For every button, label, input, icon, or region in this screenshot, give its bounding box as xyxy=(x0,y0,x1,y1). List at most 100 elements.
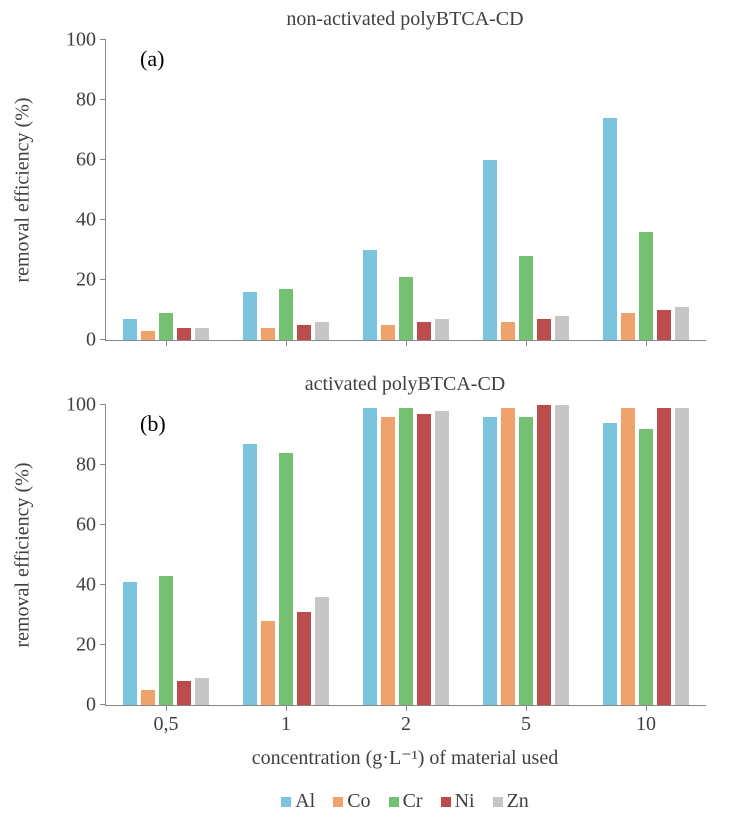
bar-Cr xyxy=(519,256,533,340)
y-tick-mark xyxy=(100,219,106,220)
legend-swatch-Ni xyxy=(441,797,451,807)
bar-Ni xyxy=(177,681,191,705)
panel_b-title: activated polyBTCA-CD xyxy=(105,373,705,396)
bar-Cr xyxy=(399,277,413,340)
panel_a-plot-area: 020406080100 xyxy=(105,40,706,341)
y-tick-label: 20 xyxy=(76,634,106,657)
legend-label: Zn xyxy=(507,790,529,813)
bar-Cr xyxy=(279,453,293,705)
x-tick-label: 2 xyxy=(401,713,411,736)
y-tick-mark xyxy=(100,704,106,705)
panel_b-plot-area: 0204060801000,512510 xyxy=(105,405,706,706)
x-axis-label: concentration (g·L⁻¹) of material used xyxy=(105,745,705,770)
bar-Ni xyxy=(177,328,191,340)
y-tick-mark xyxy=(100,404,106,405)
y-tick-label: 0 xyxy=(86,694,106,717)
bar-Al xyxy=(123,582,137,705)
bar-Zn xyxy=(435,411,449,705)
x-tick-mark xyxy=(286,340,287,346)
bar-Zn xyxy=(435,319,449,340)
legend-label: Co xyxy=(347,790,370,813)
bar-Zn xyxy=(195,328,209,340)
bar-Al xyxy=(603,118,617,340)
bar-Co xyxy=(141,331,155,340)
bar-Ni xyxy=(297,612,311,705)
bar-Co xyxy=(141,690,155,705)
bar-Al xyxy=(243,444,257,705)
x-tick-mark xyxy=(406,340,407,346)
bar-Co xyxy=(621,313,635,340)
bar-Zn xyxy=(675,408,689,705)
legend-item-Cr: Cr xyxy=(389,790,423,813)
bar-Ni xyxy=(657,408,671,705)
y-tick-label: 20 xyxy=(76,269,106,292)
y-tick-label: 40 xyxy=(76,209,106,232)
bar-Zn xyxy=(315,322,329,340)
bar-Zn xyxy=(195,678,209,705)
panel_a-title: non-activated polyBTCA-CD xyxy=(105,8,705,31)
y-tick-label: 100 xyxy=(66,29,106,52)
legend-item-Co: Co xyxy=(333,790,370,813)
y-tick-label: 60 xyxy=(76,514,106,537)
y-tick-mark xyxy=(100,99,106,100)
y-tick-mark xyxy=(100,279,106,280)
bar-Co xyxy=(621,408,635,705)
bar-Al xyxy=(123,319,137,340)
y-tick-mark xyxy=(100,39,106,40)
x-tick-label: 0,5 xyxy=(154,713,179,736)
y-tick-mark xyxy=(100,524,106,525)
x-tick-mark xyxy=(166,705,167,711)
x-tick-label: 1 xyxy=(281,713,291,736)
x-tick-mark xyxy=(286,705,287,711)
x-tick-mark xyxy=(526,340,527,346)
legend-swatch-Zn xyxy=(493,797,503,807)
y-tick-mark xyxy=(100,159,106,160)
x-tick-mark xyxy=(526,705,527,711)
x-tick-mark xyxy=(166,340,167,346)
y-tick-label: 0 xyxy=(86,329,106,352)
legend: Al Co Cr Ni Zn xyxy=(105,790,705,813)
bar-Co xyxy=(261,621,275,705)
y-tick-mark xyxy=(100,584,106,585)
x-tick-mark xyxy=(646,340,647,346)
y-tick-label: 60 xyxy=(76,149,106,172)
bar-Al xyxy=(483,417,497,705)
bar-Cr xyxy=(639,429,653,705)
bar-Zn xyxy=(555,316,569,340)
y-tick-label: 100 xyxy=(66,394,106,417)
y-tick-mark xyxy=(100,339,106,340)
bar-Ni xyxy=(537,319,551,340)
x-tick-mark xyxy=(646,705,647,711)
bar-Zn xyxy=(555,405,569,705)
bar-Co xyxy=(501,408,515,705)
bar-Co xyxy=(261,328,275,340)
figure-container: non-activated polyBTCA-CD(a)020406080100… xyxy=(0,0,748,830)
legend-label: Al xyxy=(295,790,315,813)
legend-item-Al: Al xyxy=(281,790,315,813)
bar-Cr xyxy=(159,313,173,340)
bar-Ni xyxy=(417,322,431,340)
bar-Cr xyxy=(639,232,653,340)
y-tick-mark xyxy=(100,464,106,465)
bar-Cr xyxy=(519,417,533,705)
y-tick-label: 80 xyxy=(76,89,106,112)
bar-Ni xyxy=(657,310,671,340)
legend-item-Ni: Ni xyxy=(441,790,475,813)
legend-label: Ni xyxy=(455,790,475,813)
legend-swatch-Al xyxy=(281,797,291,807)
bar-Co xyxy=(381,325,395,340)
bar-Ni xyxy=(537,405,551,705)
bar-Cr xyxy=(399,408,413,705)
legend-label: Cr xyxy=(403,790,423,813)
bar-Co xyxy=(381,417,395,705)
y-tick-label: 40 xyxy=(76,574,106,597)
x-tick-label: 5 xyxy=(521,713,531,736)
bar-Ni xyxy=(297,325,311,340)
legend-swatch-Cr xyxy=(389,797,399,807)
bar-Al xyxy=(243,292,257,340)
panel_a-y-axis-label: removal efficiency (%) xyxy=(12,97,35,282)
bar-Cr xyxy=(159,576,173,705)
bar-Co xyxy=(501,322,515,340)
bar-Cr xyxy=(279,289,293,340)
x-tick-label: 10 xyxy=(636,713,656,736)
